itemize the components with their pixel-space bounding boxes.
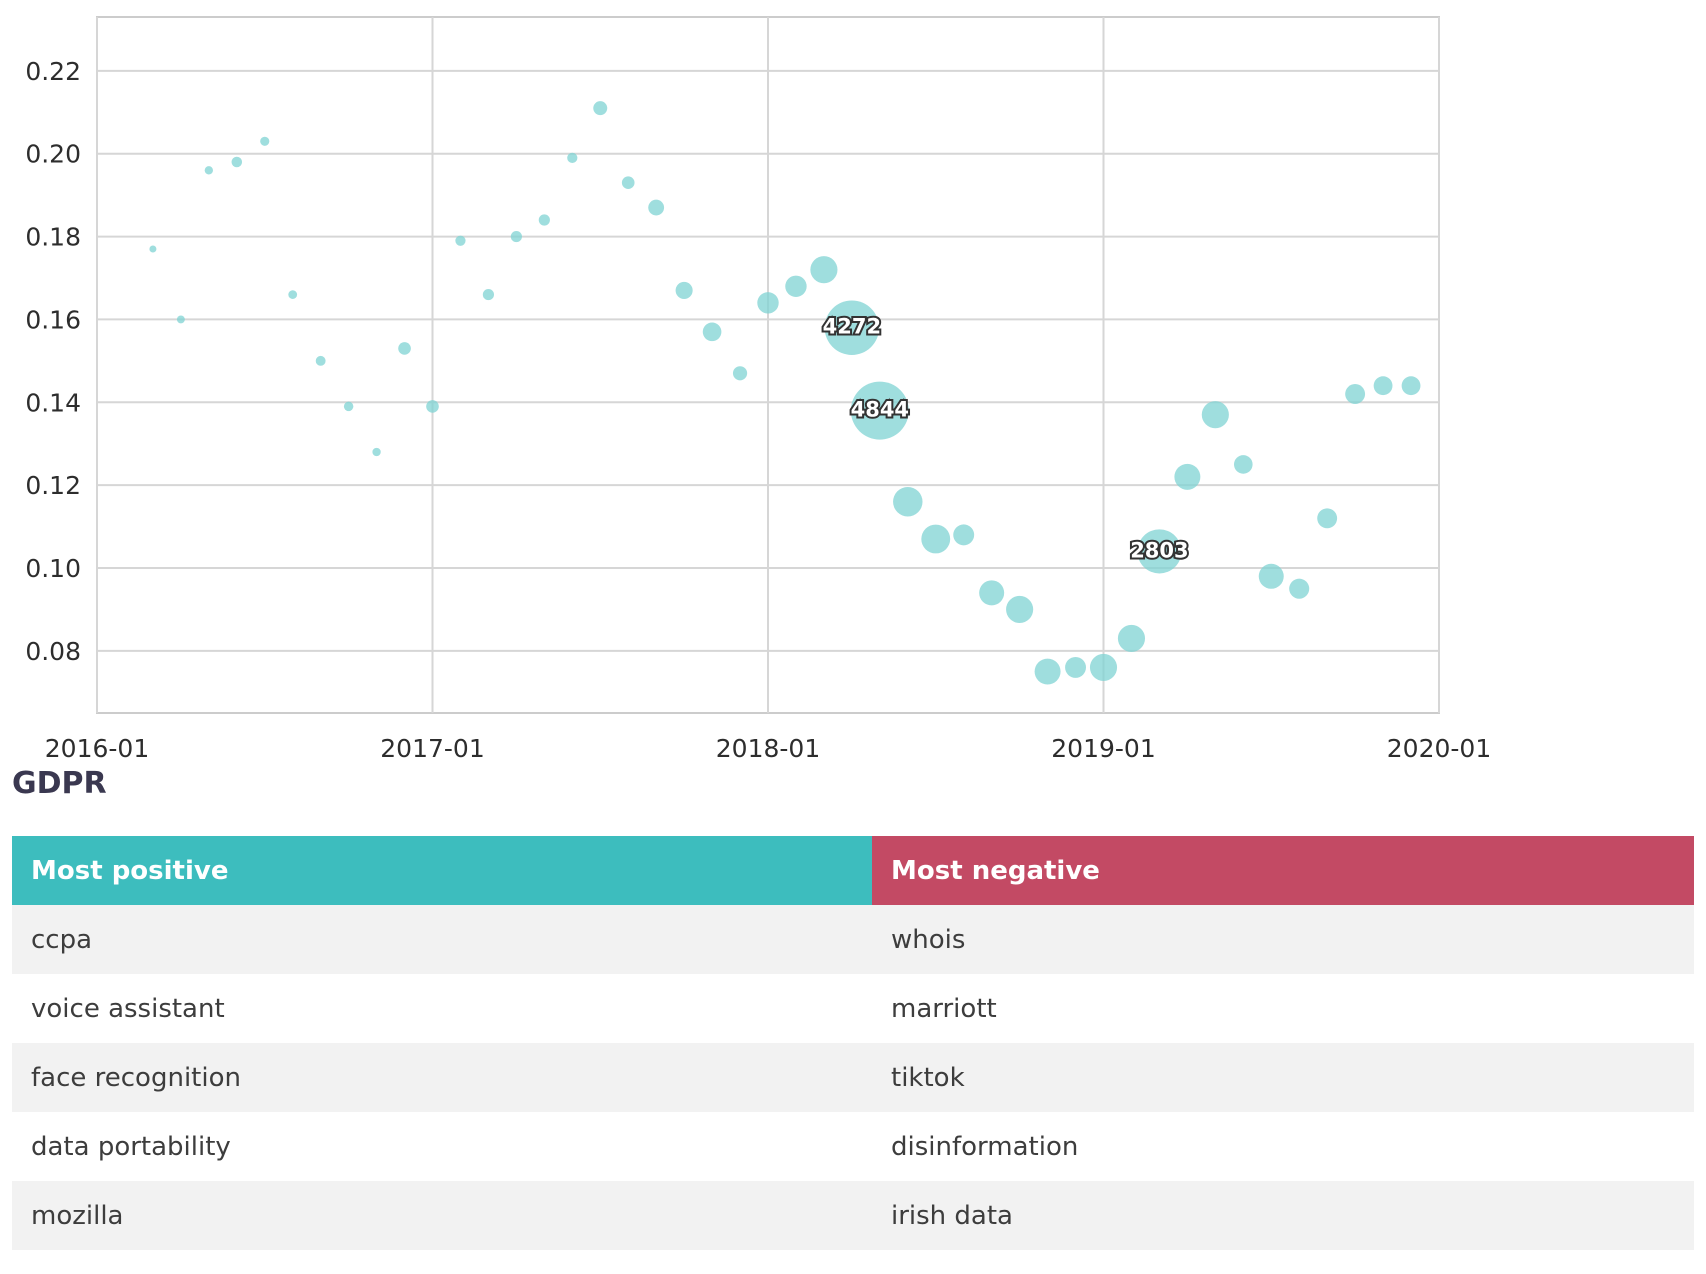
data-point	[1034, 658, 1061, 685]
positive-term: ccpa	[12, 905, 872, 974]
data-point	[953, 524, 975, 546]
table-row: ccpa whois	[12, 905, 1694, 974]
data-point	[567, 152, 578, 163]
data-point	[288, 290, 298, 299]
y-tick-label: 0.18	[25, 223, 81, 252]
data-point	[1089, 653, 1118, 681]
section-title: GDPR	[12, 766, 107, 801]
x-tick-label: 2017-01	[380, 734, 484, 763]
x-tick-label: 2018-01	[716, 734, 820, 763]
y-tick-label: 0.22	[25, 57, 81, 86]
x-tick-label: 2019-01	[1051, 734, 1155, 763]
negative-term: tiktok	[872, 1043, 1694, 1112]
data-point	[149, 245, 157, 253]
data-point	[482, 288, 495, 301]
data-point	[1373, 376, 1393, 396]
data-point	[343, 401, 354, 412]
data-point	[1289, 578, 1310, 599]
table-header-row: Most positive Most negative	[12, 836, 1694, 905]
gridlines	[96, 16, 1440, 714]
data-point	[1317, 508, 1338, 529]
data-point-label: 4272	[823, 315, 881, 339]
data-point	[1401, 376, 1421, 396]
table-row: mozilla irish data	[12, 1181, 1694, 1250]
data-point	[510, 230, 522, 243]
data-point	[702, 322, 722, 342]
positive-term: face recognition	[12, 1043, 872, 1112]
data-point	[648, 199, 665, 216]
negative-term: irish data	[872, 1181, 1694, 1250]
positive-term: data portability	[12, 1112, 872, 1181]
data-point	[260, 136, 270, 146]
data-point	[757, 292, 779, 314]
data-point	[621, 176, 635, 190]
positive-term: voice assistant	[12, 974, 872, 1043]
y-tick-label: 0.20	[25, 140, 81, 169]
data-labels: 4272 4844 2803	[821, 313, 1191, 565]
table-row: voice assistant marriott	[12, 974, 1694, 1043]
data-point	[1137, 529, 1182, 574]
data-point	[979, 580, 1005, 606]
negative-term: disinformation	[872, 1112, 1694, 1181]
data-point	[1233, 455, 1253, 474]
data-point	[921, 524, 951, 554]
data-point	[538, 214, 550, 226]
data-point	[231, 156, 243, 168]
y-tick-label: 0.12	[25, 471, 81, 500]
y-tick-label: 0.10	[25, 554, 81, 583]
data-points	[149, 101, 1421, 685]
negative-term: whois	[872, 905, 1694, 974]
data-point	[1117, 624, 1146, 652]
data-point	[372, 447, 381, 457]
tick-labels: 2016-01 2017-01 2018-01 2019-01 2020-01 0.08 0…	[25, 57, 1491, 763]
chart-svg: 2016-01 2017-01 2018-01 2019-01 2020-01 0.08 0…	[25, 16, 1491, 763]
data-point	[1006, 595, 1034, 623]
data-point	[176, 315, 185, 324]
data-point	[593, 101, 608, 116]
data-point	[810, 256, 838, 284]
sentiment-terms-table: Most positive Most negative ccpa whois v…	[12, 836, 1694, 1250]
data-point	[455, 235, 466, 246]
data-point	[675, 281, 693, 299]
data-point	[204, 166, 214, 175]
data-point	[1065, 656, 1087, 678]
data-point	[732, 366, 748, 381]
negative-term: marriott	[872, 974, 1694, 1043]
data-point-label: 4844	[851, 398, 909, 422]
table-row: data portability disinformation	[12, 1112, 1694, 1181]
data-point	[1174, 463, 1201, 490]
table-row: face recognition tiktok	[12, 1043, 1694, 1112]
header-most-positive: Most positive	[12, 836, 872, 905]
data-point	[1201, 401, 1229, 429]
scatter-chart: 2016-01 2017-01 2018-01 2019-01 2020-01 0.08 0…	[25, 16, 1491, 763]
y-tick-label: 0.16	[25, 305, 81, 334]
x-tick-label: 2020-01	[1387, 734, 1491, 763]
x-tick-label: 2016-01	[45, 734, 149, 763]
data-point	[824, 300, 880, 355]
y-tick-label: 0.08	[25, 637, 81, 666]
data-point	[426, 400, 439, 413]
data-point	[785, 275, 807, 297]
data-point	[1258, 563, 1284, 589]
data-point	[1345, 384, 1366, 404]
data-point-label: 2803	[1130, 538, 1188, 562]
data-point	[315, 355, 326, 366]
data-point	[893, 486, 923, 517]
positive-term: mozilla	[12, 1181, 872, 1250]
data-point	[398, 342, 411, 355]
y-tick-label: 0.14	[25, 388, 81, 417]
data-point	[850, 381, 909, 440]
header-most-negative: Most negative	[872, 836, 1694, 905]
